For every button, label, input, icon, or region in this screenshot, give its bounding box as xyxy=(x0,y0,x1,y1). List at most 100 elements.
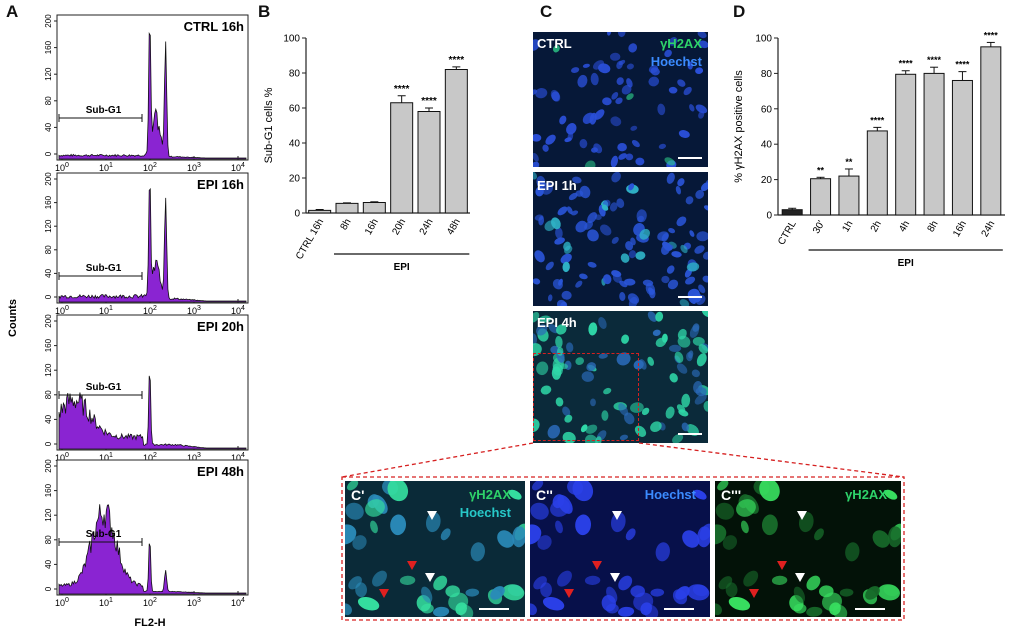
nucleus xyxy=(601,410,609,421)
nucleus xyxy=(616,60,623,70)
nucleus xyxy=(667,279,679,290)
nucleus xyxy=(671,251,682,258)
nucleus xyxy=(550,499,570,517)
nucleus xyxy=(626,63,634,70)
nucleus xyxy=(657,231,669,241)
micrograph-epi-4h: EPI 4h xyxy=(533,311,708,443)
micrograph-ctrl-stain-gh2ax: γH2AX xyxy=(660,36,702,51)
nucleus xyxy=(694,393,707,405)
nucleus xyxy=(564,245,573,254)
nucleus xyxy=(672,433,684,443)
nucleus xyxy=(647,287,655,295)
y-tick-label: 120 xyxy=(44,363,53,377)
x-tick-label: 102 xyxy=(143,162,157,173)
histogram-area xyxy=(58,187,247,303)
nucleus xyxy=(698,40,708,49)
nucleus xyxy=(611,92,619,100)
white-arrowhead xyxy=(797,511,807,520)
nucleus xyxy=(566,342,574,353)
nucleus xyxy=(590,72,599,86)
nucleus xyxy=(771,575,788,586)
nucleus xyxy=(540,385,552,395)
nucleus xyxy=(611,236,619,244)
nucleus xyxy=(643,604,659,617)
nucleus xyxy=(352,535,367,550)
nucleus xyxy=(579,185,591,199)
nucleus xyxy=(814,528,824,541)
nucleus xyxy=(740,520,749,534)
nucleus xyxy=(571,210,579,216)
nucleus xyxy=(618,153,627,160)
nucleus xyxy=(619,292,626,301)
nucleus xyxy=(508,489,522,500)
nucleus xyxy=(433,606,450,617)
nucleus xyxy=(593,143,603,154)
nucleus xyxy=(697,526,710,548)
nucleus xyxy=(725,582,738,598)
nucleus xyxy=(609,202,618,212)
nucleus xyxy=(634,425,647,437)
nucleus xyxy=(545,261,554,271)
nucleus xyxy=(639,228,650,240)
nucleus xyxy=(677,79,686,87)
nucleus xyxy=(630,237,636,246)
nucleus xyxy=(560,253,572,264)
nucleus xyxy=(618,403,629,416)
nucleus xyxy=(668,37,678,46)
nucleus xyxy=(346,481,359,491)
panel-label-c: C xyxy=(540,2,553,21)
nucleus xyxy=(387,481,409,502)
nucleus xyxy=(579,139,588,149)
x-tick-label: 100 xyxy=(55,452,69,463)
nucleus xyxy=(675,586,690,600)
nucleus xyxy=(715,524,727,545)
nucleus xyxy=(631,140,640,148)
red-arrowhead xyxy=(564,589,574,598)
nucleus xyxy=(372,570,387,587)
nucleus xyxy=(547,424,561,439)
nucleus xyxy=(655,542,670,562)
scale-bar xyxy=(678,157,702,159)
nucleus xyxy=(355,582,368,598)
nucleus xyxy=(537,535,552,550)
y-tick-label: 40 xyxy=(44,122,53,131)
y-tick-label: 80 xyxy=(44,535,53,544)
nucleus xyxy=(668,86,678,94)
nucleus xyxy=(564,414,573,423)
nucleus xyxy=(702,311,708,318)
nucleus xyxy=(647,311,658,322)
nucleus xyxy=(761,514,778,536)
nucleus xyxy=(676,404,686,413)
x-tick-label: 103 xyxy=(187,162,201,173)
scale-bar xyxy=(678,433,702,435)
nucleus xyxy=(566,206,573,215)
nucleus xyxy=(568,192,578,201)
scale-bar xyxy=(855,608,885,610)
nucleus xyxy=(717,481,729,491)
nucleus xyxy=(552,279,563,290)
nucleus xyxy=(601,204,609,211)
histogram-title: EPI 20h xyxy=(197,319,244,334)
histogram-area xyxy=(58,31,247,160)
nucleus xyxy=(617,32,626,38)
panel-label-d: D xyxy=(733,2,746,21)
y-tick-label: 0 xyxy=(44,294,53,299)
nucleus xyxy=(630,585,645,598)
nucleus xyxy=(533,333,538,346)
nucleus xyxy=(588,322,598,336)
nucleus xyxy=(502,584,525,601)
nucleus xyxy=(555,520,563,534)
nucleus xyxy=(647,356,655,366)
white-arrowhead xyxy=(427,511,437,520)
nucleus xyxy=(703,401,708,412)
nucleus xyxy=(625,528,636,541)
nucleus xyxy=(610,52,621,61)
nucleus xyxy=(559,115,567,125)
nucleus xyxy=(674,351,684,363)
nucleus xyxy=(679,299,690,306)
nucleus xyxy=(676,363,688,374)
nucleus xyxy=(642,279,654,287)
nucleus xyxy=(675,185,682,195)
nucleus xyxy=(677,178,685,187)
nucleus xyxy=(585,424,598,434)
